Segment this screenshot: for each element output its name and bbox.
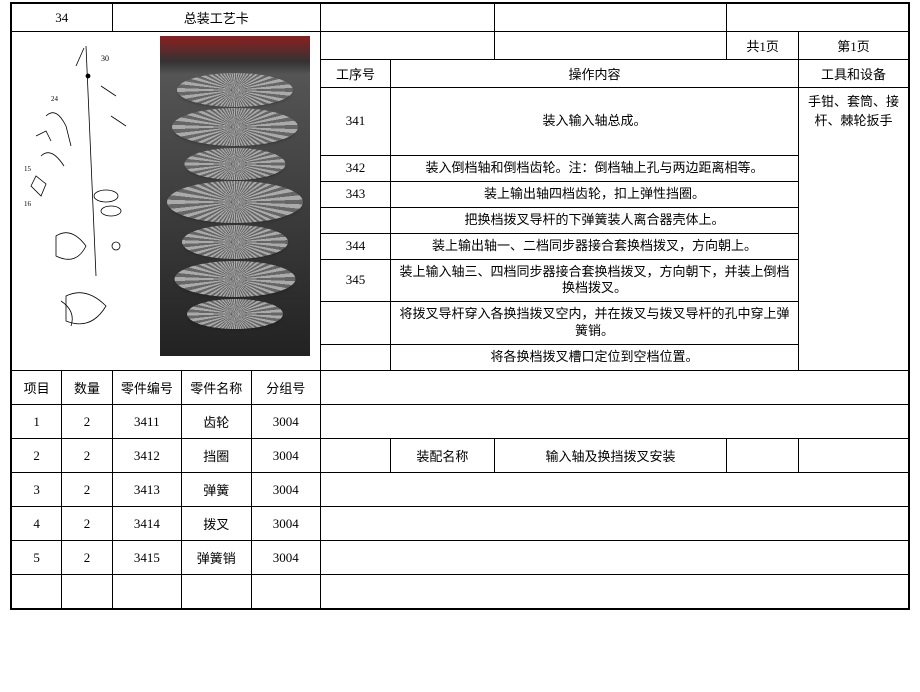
op-step bbox=[321, 207, 391, 233]
op-content: 装上输出轴四档齿轮，扣上弹性挡圈。 bbox=[391, 181, 799, 207]
main-table: 34 总装工艺卡 bbox=[11, 3, 909, 609]
col-content: 操作内容 bbox=[391, 60, 799, 88]
exploded-diagram: 30 15 16 24 bbox=[16, 36, 156, 356]
p-name: 挡圈 bbox=[182, 439, 251, 473]
blank bbox=[182, 575, 251, 609]
ph-qty: 数量 bbox=[62, 371, 112, 405]
p-qty: 2 bbox=[62, 473, 112, 507]
p-group: 3004 bbox=[251, 541, 321, 575]
blank bbox=[321, 541, 909, 575]
blank bbox=[321, 473, 909, 507]
p-qty: 2 bbox=[62, 507, 112, 541]
blank bbox=[12, 575, 62, 609]
ph-name: 零件名称 bbox=[182, 371, 251, 405]
ph-pn: 零件编号 bbox=[112, 371, 181, 405]
blank-h3 bbox=[727, 4, 909, 32]
tools-cell: 手钳、套筒、接杆、棘轮扳手 bbox=[799, 88, 909, 371]
blank-h2 bbox=[494, 4, 726, 32]
p-name: 齿轮 bbox=[182, 405, 251, 439]
op-content: 装上输入轴三、四档同步器接合套换档拨叉，方向朝下，并装上倒档换档拨叉。 bbox=[391, 259, 799, 302]
op-step: 343 bbox=[321, 181, 391, 207]
blank-mid bbox=[321, 371, 909, 405]
card-number: 34 bbox=[12, 4, 113, 32]
op-content: 装入输入轴总成。 bbox=[391, 88, 799, 156]
p-pn: 3415 bbox=[112, 541, 181, 575]
process-card: 34 总装工艺卡 bbox=[10, 2, 910, 610]
image-cell: 30 15 16 24 bbox=[12, 32, 321, 371]
op-content: 把换档拨叉导杆的下弹簧装人离合器壳体上。 bbox=[391, 207, 799, 233]
p-group: 3004 bbox=[251, 507, 321, 541]
col-tools: 工具和设备 bbox=[799, 60, 909, 88]
p-pn: 3412 bbox=[112, 439, 181, 473]
total-pages: 共1页 bbox=[727, 32, 799, 60]
op-step bbox=[321, 302, 391, 345]
blank-p1 bbox=[321, 32, 495, 60]
svg-text:30: 30 bbox=[101, 54, 109, 63]
blank bbox=[112, 575, 181, 609]
blank bbox=[727, 439, 799, 473]
p-item: 4 bbox=[12, 507, 62, 541]
op-step: 341 bbox=[321, 88, 391, 156]
blank bbox=[321, 439, 391, 473]
op-step: 344 bbox=[321, 233, 391, 259]
p-pn: 3411 bbox=[112, 405, 181, 439]
blank bbox=[321, 405, 909, 439]
p-qty: 2 bbox=[62, 405, 112, 439]
blank bbox=[799, 439, 909, 473]
blank-h1 bbox=[321, 4, 495, 32]
page-num: 第1页 bbox=[799, 32, 909, 60]
p-group: 3004 bbox=[251, 473, 321, 507]
op-step: 345 bbox=[321, 259, 391, 302]
p-qty: 2 bbox=[62, 439, 112, 473]
card-title: 总装工艺卡 bbox=[112, 4, 320, 32]
p-pn: 3413 bbox=[112, 473, 181, 507]
p-qty: 2 bbox=[62, 541, 112, 575]
op-content: 将各换档拨叉槽口定位到空档位置。 bbox=[391, 345, 799, 371]
gearbox-photo bbox=[160, 36, 310, 356]
blank bbox=[321, 575, 909, 609]
p-pn: 3414 bbox=[112, 507, 181, 541]
p-name: 弹簧 bbox=[182, 473, 251, 507]
blank bbox=[321, 507, 909, 541]
p-group: 3004 bbox=[251, 405, 321, 439]
op-step: 342 bbox=[321, 155, 391, 181]
p-item: 2 bbox=[12, 439, 62, 473]
svg-text:15: 15 bbox=[24, 165, 32, 173]
p-name: 弹簧销 bbox=[182, 541, 251, 575]
blank bbox=[251, 575, 321, 609]
p-item: 1 bbox=[12, 405, 62, 439]
svg-text:24: 24 bbox=[51, 95, 59, 103]
ph-item: 项目 bbox=[12, 371, 62, 405]
op-step bbox=[321, 345, 391, 371]
assembly-value: 输入轴及换挡拨叉安装 bbox=[494, 439, 726, 473]
svg-text:16: 16 bbox=[24, 200, 32, 208]
ph-group: 分组号 bbox=[251, 371, 321, 405]
blank bbox=[62, 575, 112, 609]
col-step: 工序号 bbox=[321, 60, 391, 88]
op-content: 装入倒档轴和倒档齿轮。注：倒档轴上孔与两边距离相等。 bbox=[391, 155, 799, 181]
op-content: 将拨叉导杆穿入各换挡拨叉空内，并在拨叉与拨叉导杆的孔中穿上弹簧销。 bbox=[391, 302, 799, 345]
p-group: 3004 bbox=[251, 439, 321, 473]
p-name: 拨叉 bbox=[182, 507, 251, 541]
p-item: 3 bbox=[12, 473, 62, 507]
assembly-label: 装配名称 bbox=[391, 439, 495, 473]
p-item: 5 bbox=[12, 541, 62, 575]
blank-p2 bbox=[494, 32, 726, 60]
op-content: 装上输出轴一、二档同步器接合套换档拨叉，方向朝上。 bbox=[391, 233, 799, 259]
